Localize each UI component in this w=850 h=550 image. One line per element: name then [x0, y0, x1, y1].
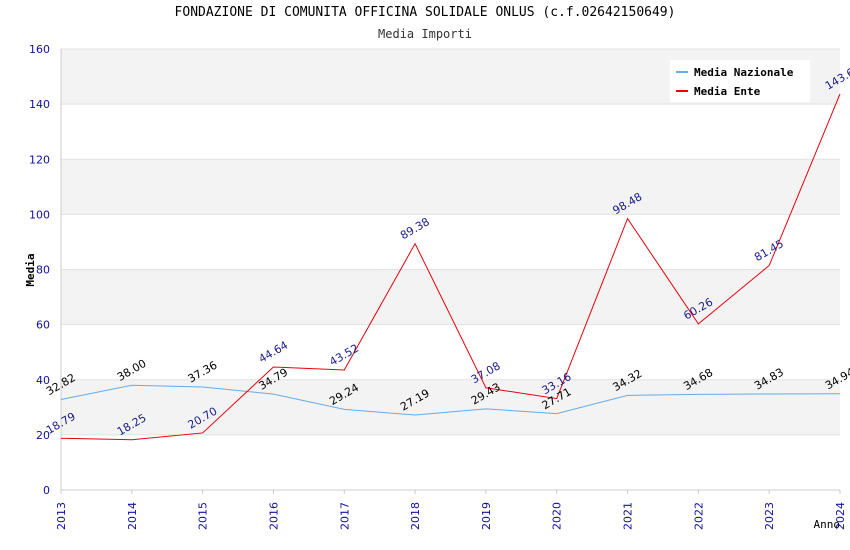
legend-label: Media Ente [694, 85, 761, 98]
x-tick-label: 2013 [55, 502, 68, 530]
x-tick-label: 2024 [834, 502, 847, 530]
plot-band [61, 379, 840, 435]
chart-subtitle: Media Importi [378, 27, 472, 41]
x-tick-label: 2022 [692, 502, 705, 530]
x-tick-label: 2023 [763, 502, 776, 530]
series-line-media-nazionale [60, 384, 841, 416]
chart-title: FONDAZIONE DI COMUNITA OFFICINA SOLIDALE… [174, 5, 676, 20]
y-tick-label: 120 [29, 153, 50, 166]
grid-lines [61, 48, 840, 491]
x-tick-label: 2018 [409, 502, 422, 530]
plot-band [61, 104, 840, 160]
plot-bands [61, 49, 840, 490]
plot-band [61, 434, 840, 490]
x-tick-label: 2019 [480, 502, 493, 530]
plot-band [61, 324, 840, 380]
x-tick-label: 2021 [622, 502, 635, 530]
y-axis-label: Media [24, 253, 37, 286]
x-tick-label: 2017 [338, 502, 351, 530]
y-tick-label: 160 [29, 43, 50, 56]
series-layer [60, 93, 841, 441]
x-tick-label: 2015 [197, 502, 210, 530]
plot-band [61, 214, 840, 270]
plot-band [61, 159, 840, 215]
y-tick-label: 0 [43, 484, 50, 497]
x-axis-label: Anno [814, 518, 841, 531]
axes: 0 20 40 60 80 100 120 140 160 2013 2014 2015 2016 201… [29, 43, 847, 530]
y-tick-label: 40 [36, 374, 50, 387]
legend-label: Media Nazionale [694, 66, 794, 79]
legend: Media Nazionale Media Ente [670, 60, 810, 102]
y-tick-label: 60 [36, 319, 50, 332]
y-tick-label: 140 [29, 98, 50, 111]
y-tick-label: 80 [36, 264, 50, 277]
x-tick-label: 2020 [551, 502, 564, 530]
series-line-media-ente [60, 93, 841, 441]
x-tick-label: 2016 [267, 502, 280, 530]
x-tick-label: 2014 [126, 502, 139, 530]
legend-box [670, 60, 810, 102]
y-tick-label: 20 [36, 429, 50, 442]
y-tick-label: 100 [29, 208, 50, 221]
